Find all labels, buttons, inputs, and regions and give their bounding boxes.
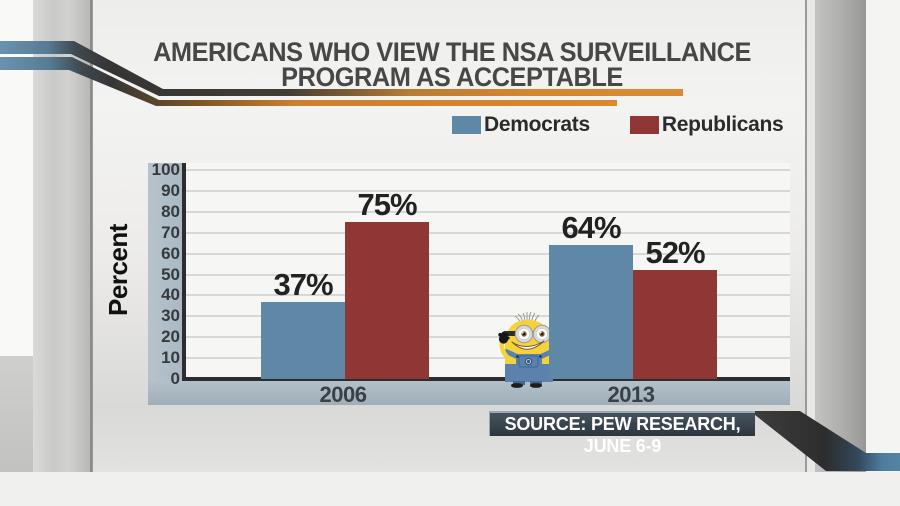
y-tick-label-30: 30 <box>161 306 180 325</box>
value-label-republicans-2006: 75% <box>357 187 417 222</box>
gridline-90 <box>186 190 790 192</box>
legend-swatch-democrats <box>452 116 481 134</box>
y-tick-label-0: 0 <box>170 369 180 388</box>
y-tick-label-50: 50 <box>161 265 180 284</box>
y-tick-label-90: 90 <box>161 181 180 200</box>
minion-mascot <box>498 312 555 388</box>
value-label-republicans-2013: 52% <box>645 235 705 270</box>
left-pillar <box>33 0 92 472</box>
minion-overalls <box>503 348 555 382</box>
legend: Democrats Republicans <box>452 112 784 138</box>
x-axis-strip <box>148 381 790 405</box>
panel-left-edge-line <box>90 0 93 472</box>
y-axis-line <box>182 163 186 381</box>
gridline-50 <box>186 274 790 276</box>
legend-label-republicans: Republicans <box>661 113 784 136</box>
y-tick-label-20: 20 <box>161 327 180 346</box>
bottom-swoosh-decoration <box>750 411 900 471</box>
legend-swatch-republicans <box>629 116 659 134</box>
legend-label-democrats: Democrats <box>484 113 590 136</box>
y-tick-label-100: 100 <box>151 160 180 179</box>
gridline-80 <box>186 211 790 213</box>
category-label-2013: 2013 <box>607 382 655 407</box>
legend-item-republicans: Republicans <box>629 113 784 137</box>
minion-smile <box>511 340 545 350</box>
gridline-30 <box>186 315 790 317</box>
gridline-100 <box>186 169 790 171</box>
y-axis-title: Percent <box>103 224 133 316</box>
minion-waving-arm <box>498 331 510 360</box>
y-axis-strip <box>148 163 186 381</box>
x-axis-line <box>182 377 790 381</box>
category-label-2006: 2006 <box>319 382 367 407</box>
bottom-strip <box>0 472 900 506</box>
chart-title-line2: PROGRAM AS ACCEPTABLE <box>281 62 623 92</box>
bar-democrats-2013 <box>549 245 633 379</box>
legend-item-democrats: Democrats <box>452 113 590 137</box>
chart-title-line1: AMERICANS WHO VIEW THE NSA SURVEILLANCE <box>153 37 751 67</box>
y-tick-label-80: 80 <box>161 202 180 221</box>
panel-right-edge-line <box>805 0 807 472</box>
y-tick-label-40: 40 <box>161 285 180 304</box>
gridline-70 <box>186 232 790 234</box>
bar-republicans-2006 <box>345 222 429 379</box>
y-tick-label-60: 60 <box>161 244 180 263</box>
minion-goggles-icon <box>514 324 552 344</box>
value-label-democrats-2006: 37% <box>273 267 333 302</box>
y-tick-label-10: 10 <box>161 348 180 367</box>
source-text: SOURCE: PEW RESEARCH, JUNE 6-9 <box>504 414 741 456</box>
source-box: SOURCE: PEW RESEARCH, JUNE 6-9 <box>489 411 755 456</box>
panel-right-light-strip <box>807 0 815 472</box>
minion-feet <box>511 381 542 388</box>
gridline-60 <box>186 253 790 255</box>
gridline-10 <box>186 357 790 359</box>
value-label-democrats-2013: 64% <box>561 210 621 245</box>
bar-republicans-2013 <box>633 270 717 379</box>
y-tick-label-70: 70 <box>161 223 180 242</box>
gridline-40 <box>186 294 790 296</box>
bar-democrats-2006 <box>261 302 345 379</box>
right-pillar <box>815 0 866 472</box>
top-swoosh-decoration <box>0 41 683 106</box>
gridline-20 <box>186 336 790 338</box>
minion-logo-icon <box>524 357 533 366</box>
chart-title: AMERICANS WHO VIEW THE NSA SURVEILLANCE … <box>149 37 754 92</box>
right-white-strip <box>866 0 900 506</box>
